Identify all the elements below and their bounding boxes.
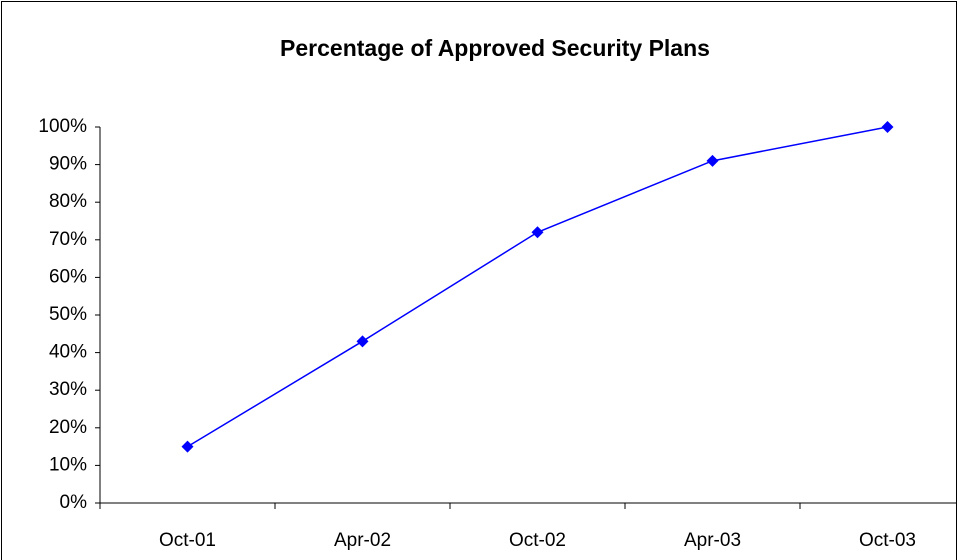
y-tick-label: 10% — [49, 454, 87, 475]
chart-title: Percentage of Approved Security Plans — [280, 35, 710, 61]
y-tick-label: 80% — [49, 191, 87, 212]
x-tick-label: Oct-01 — [159, 530, 216, 551]
marker — [531, 226, 544, 239]
marker — [881, 121, 894, 133]
marker — [706, 154, 719, 167]
y-tick-label: 50% — [49, 304, 87, 325]
y-tick-label: 70% — [49, 229, 87, 250]
y-tick-label: 60% — [49, 266, 87, 287]
y-tick-label: 0% — [60, 492, 88, 513]
x-tick-label: Apr-03 — [684, 530, 741, 551]
marker — [181, 440, 194, 453]
marker — [356, 335, 369, 348]
y-tick-label: 100% — [38, 116, 87, 137]
x-tick-label: Apr-02 — [334, 530, 391, 551]
y-tick-label: 30% — [49, 379, 87, 400]
x-tick-label: Oct-02 — [509, 530, 566, 551]
y-tick-label: 20% — [49, 417, 87, 438]
y-tick-label: 40% — [49, 342, 87, 363]
x-tick-label: Oct-03 — [859, 530, 916, 551]
y-tick-label: 90% — [49, 154, 87, 175]
